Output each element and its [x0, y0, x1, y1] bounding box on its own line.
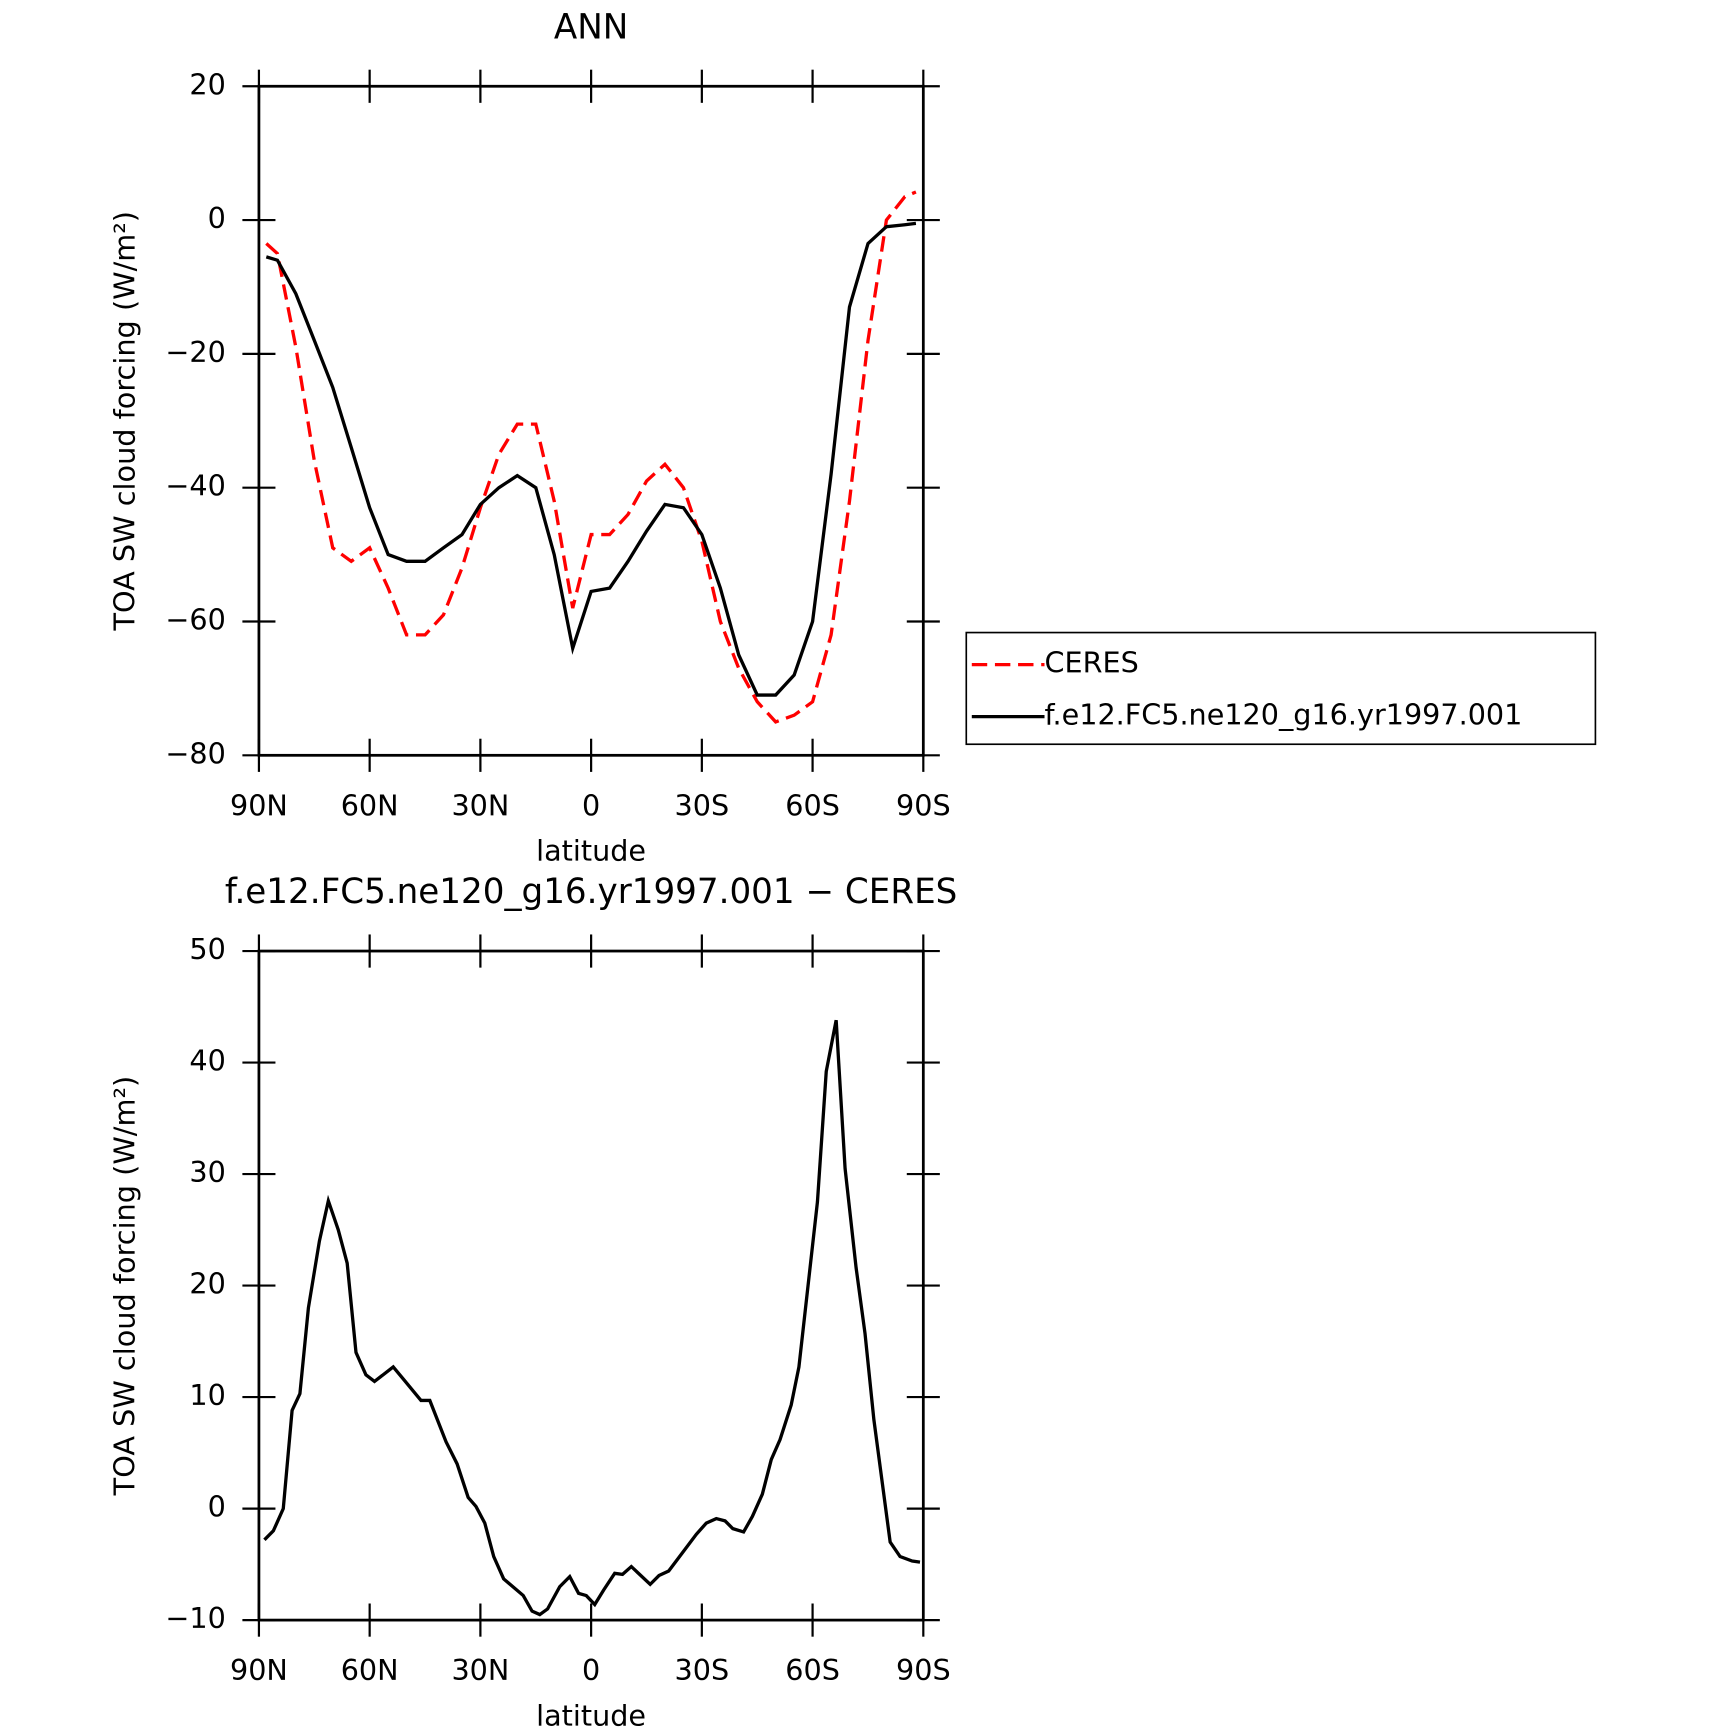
x-tick-label: 30N	[451, 1653, 509, 1687]
plot-frame	[257, 949, 925, 1622]
x-tick-label: 90N	[230, 1653, 288, 1687]
y-tick-label: −20	[165, 335, 225, 369]
y-tick-label: 50	[189, 932, 225, 966]
data-line	[263, 1019, 921, 1617]
y-tick-label: −80	[165, 736, 225, 770]
y-axis-label: TOA SW cloud forcing (W/m²)	[108, 1076, 142, 1497]
x-tick-label: 90S	[896, 788, 951, 822]
x-tick-label: 60N	[341, 1653, 399, 1687]
x-tick-label: 60S	[785, 1653, 840, 1687]
x-tick-label: 60S	[785, 788, 840, 822]
chart-title: f.e12.FC5.ne120_g16.yr1997.001 − CERES	[225, 872, 957, 912]
x-tick-label: 0	[582, 1653, 600, 1687]
x-tick-label: 30S	[675, 1653, 730, 1687]
y-tick-label: 10	[189, 1378, 225, 1412]
y-tick-label: 20	[189, 67, 225, 101]
y-tick-label: 20	[189, 1267, 225, 1301]
y-tick-label: 40	[189, 1044, 225, 1078]
y-tick-label: −60	[165, 602, 225, 636]
legend-box	[965, 631, 1597, 746]
y-tick-label: 0	[208, 1490, 226, 1524]
x-tick-label: 60N	[341, 788, 399, 822]
data-line	[265, 221, 917, 697]
y-tick-label: −10	[165, 1601, 225, 1635]
legend-label: f.e12.FC5.ne120_g16.yr1997.001	[1045, 698, 1523, 732]
x-tick-label: 90S	[896, 1653, 951, 1687]
plot-frame	[257, 84, 925, 757]
y-tick-label: 0	[208, 201, 226, 235]
x-axis-label: latitude	[536, 834, 646, 868]
legend-label: CERES	[1045, 646, 1139, 680]
y-tick-label: 30	[189, 1155, 225, 1189]
x-tick-label: 30N	[451, 788, 509, 822]
x-tick-label: 90N	[230, 788, 288, 822]
y-tick-label: −40	[165, 469, 225, 503]
y-axis-label: TOA SW cloud forcing (W/m²)	[108, 211, 142, 632]
chart-title: ANN	[554, 7, 628, 47]
x-tick-label: 30S	[675, 788, 730, 822]
x-tick-label: 0	[582, 788, 600, 822]
x-axis-label: latitude	[536, 1698, 646, 1732]
data-line	[265, 190, 917, 724]
